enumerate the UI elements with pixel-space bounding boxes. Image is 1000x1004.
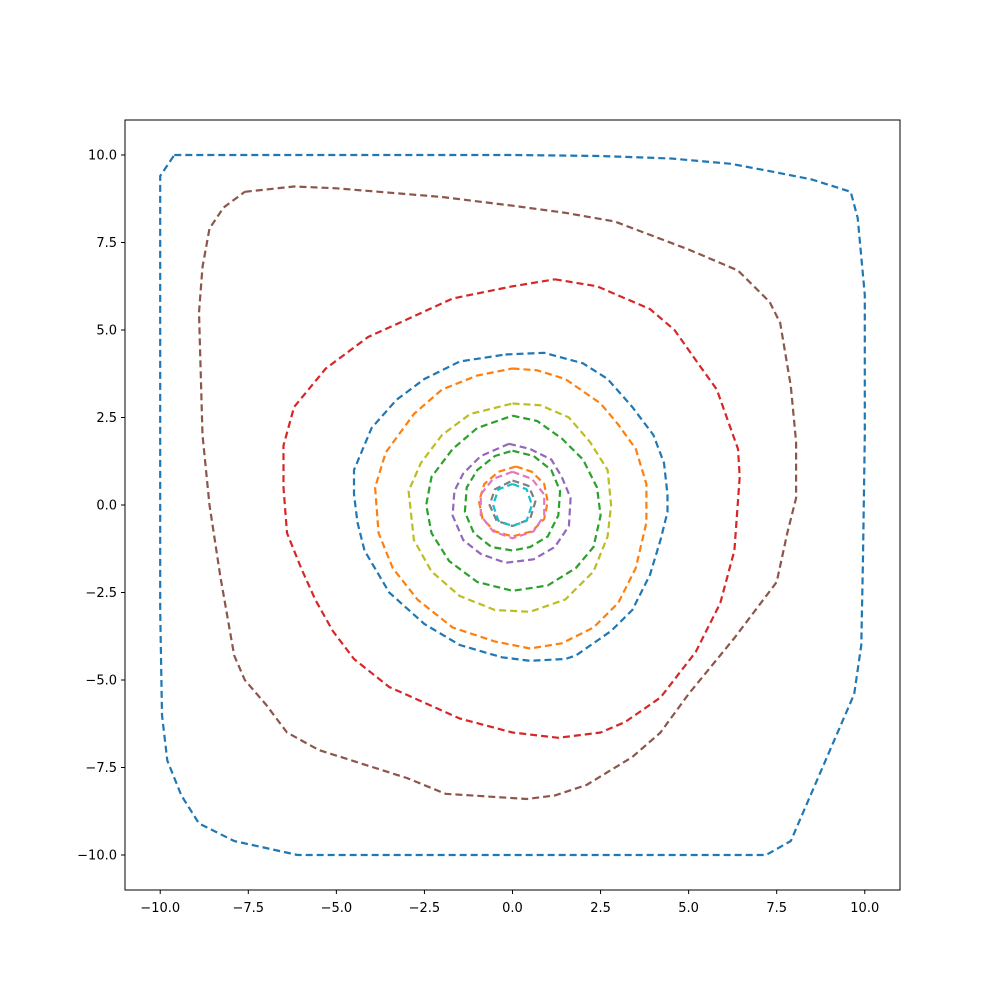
y-tick-label: 2.5	[96, 411, 117, 426]
contour-line-4	[352, 351, 669, 662]
x-tick-label: 2.5	[590, 901, 611, 916]
x-tick-label: −10.0	[140, 901, 180, 916]
y-tick-label: 7.5	[96, 236, 117, 251]
x-tick-label: −2.5	[409, 901, 441, 916]
contour-line-10	[477, 465, 549, 538]
x-tick-label: 0.0	[502, 901, 523, 916]
x-tick-label: 5.0	[678, 901, 699, 916]
x-tick-label: −7.5	[233, 901, 265, 916]
contour-line-11	[479, 470, 546, 540]
contour-line-12	[488, 479, 537, 528]
y-tick-label: −10.0	[77, 849, 117, 864]
y-axis: −10.0 −7.5 −5.0 −2.5 0.0 2.5 5.0 7.5 10.0	[77, 149, 125, 864]
y-tick-label: 0.0	[96, 499, 117, 514]
contour-line-2	[197, 185, 798, 801]
contour-line-6	[407, 402, 613, 613]
y-tick-label: 5.0	[96, 324, 117, 339]
x-tick-label: −5.0	[321, 901, 353, 916]
y-tick-label: −7.5	[85, 761, 117, 776]
contour-line-5	[374, 367, 648, 650]
x-tick-label: 10.0	[850, 901, 879, 916]
series-layer	[159, 153, 866, 857]
x-axis: −10.0 −7.5 −5.0 −2.5 0.0 2.5 5.0 7.5 10.0	[140, 890, 879, 916]
y-tick-label: 10.0	[88, 149, 117, 164]
contour-line-7	[425, 414, 602, 592]
contour-line-8	[451, 442, 572, 564]
y-tick-label: −5.0	[85, 674, 117, 689]
contour-line-1	[159, 153, 866, 857]
contour-line-9	[463, 449, 562, 552]
y-tick-label: −2.5	[85, 586, 117, 601]
x-tick-label: 7.5	[766, 901, 787, 916]
